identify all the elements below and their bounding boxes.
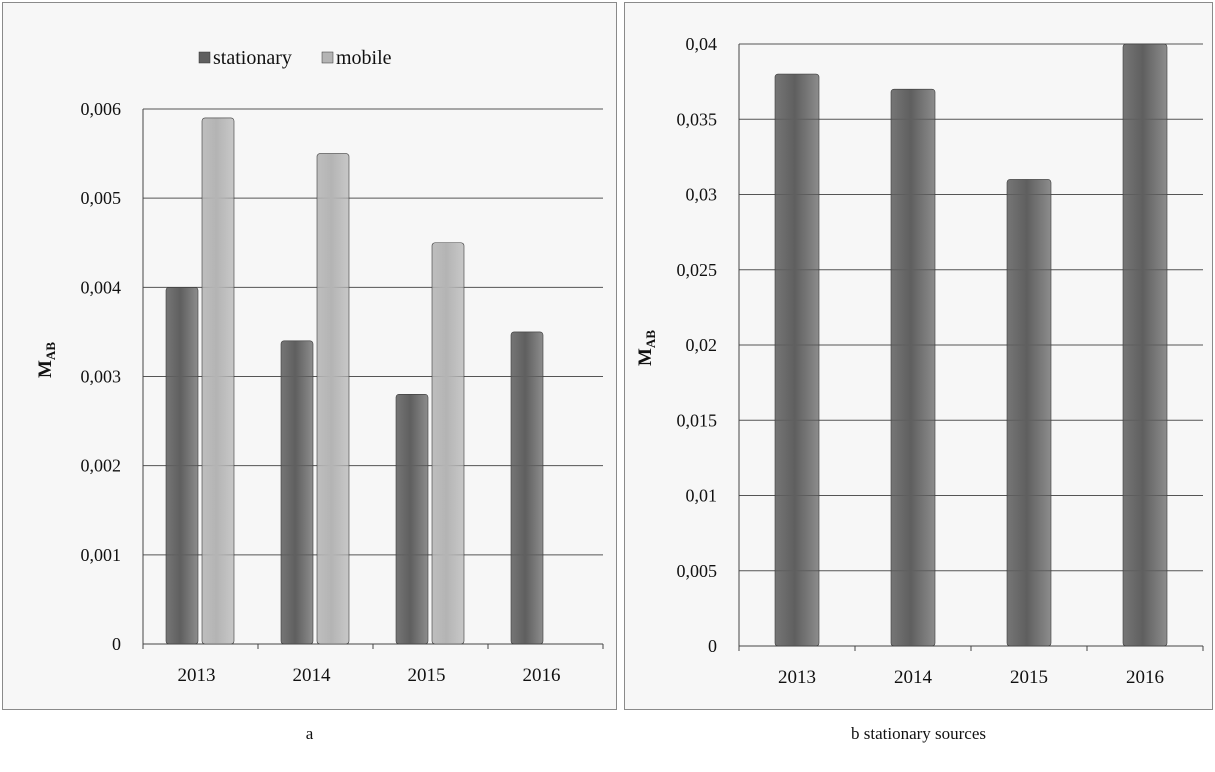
y-tick-label: 0,01 xyxy=(686,486,718,506)
y-tick-label: 0,025 xyxy=(677,260,718,280)
chart-panel-a: 0 0,001 0,002 0,003 0,004 0,005 0,006 2013 2014 2… xyxy=(2,2,617,710)
y-tick-label: 0,004 xyxy=(81,277,122,297)
y-tick-label: 0 xyxy=(708,636,717,656)
mobile-bar xyxy=(201,117,235,645)
y-axis-title-main: M xyxy=(635,348,656,366)
y-tick-label: 0,005 xyxy=(677,561,718,581)
x-tick-label: 2016 xyxy=(1126,667,1164,688)
mobile-bar xyxy=(316,153,350,645)
y-tick-label: 0,003 xyxy=(81,367,122,387)
y-tick-label: 0,006 xyxy=(81,99,122,119)
chart-a-svg: 0 0,001 0,002 0,003 0,004 0,005 0,006 2013 2014 2… xyxy=(35,47,604,686)
legend-label-stationary: stationary xyxy=(213,47,292,69)
y-tick-label: 0,02 xyxy=(686,335,718,355)
y-tick-label: 0,015 xyxy=(677,410,718,430)
y-tick-label: 0,005 xyxy=(81,188,122,208)
stationary-bar xyxy=(280,340,314,645)
x-tick-label: 2015 xyxy=(408,665,446,686)
x-tick-label: 2014 xyxy=(293,665,332,686)
y-tick-label: 0 xyxy=(112,634,121,654)
y-tick-label: 0,035 xyxy=(677,109,718,129)
caption-b: b stationary sources xyxy=(850,724,987,743)
y-axis-title-main: M xyxy=(35,360,56,378)
y-tick-label: 0,04 xyxy=(686,34,718,54)
y-tick-label: 0,001 xyxy=(81,545,122,565)
x-tick-label: 2013 xyxy=(178,665,216,686)
stationary-bar xyxy=(1122,43,1168,647)
stationary-bar xyxy=(890,88,936,647)
stationary-bar xyxy=(1006,179,1052,647)
y-axis-title-subscript: AB xyxy=(43,342,58,360)
x-tick-label: 2016 xyxy=(523,665,561,686)
y-tick-label: 0,002 xyxy=(81,456,122,476)
y-axis-title-subscript: AB xyxy=(643,330,658,348)
y-tick-label: 0,03 xyxy=(686,185,718,205)
x-tick-label: 2014 xyxy=(894,667,933,688)
stationary-bar xyxy=(165,287,199,645)
caption-a: a xyxy=(305,724,314,743)
stationary-bar xyxy=(395,394,429,645)
x-tick-label: 2013 xyxy=(778,667,816,688)
legend-swatch-mobile xyxy=(321,51,334,64)
stationary-bar xyxy=(510,331,544,645)
x-tick-label: 2015 xyxy=(1010,667,1048,688)
legend-label-mobile: mobile xyxy=(336,47,392,69)
y-axis-title: MAB xyxy=(35,342,58,378)
mobile-bar xyxy=(431,242,465,645)
chart-panel-b: 0 0,005 0,01 0,015 0,02 0,025 0,03 0,035 0,04 201… xyxy=(624,2,1213,710)
y-axis-title: MAB xyxy=(635,330,658,366)
chart-b-svg: 0 0,005 0,01 0,015 0,02 0,025 0,03 0,035 0,04 201… xyxy=(635,34,1204,688)
stationary-bar xyxy=(774,73,820,647)
legend-swatch-stationary xyxy=(198,51,211,64)
